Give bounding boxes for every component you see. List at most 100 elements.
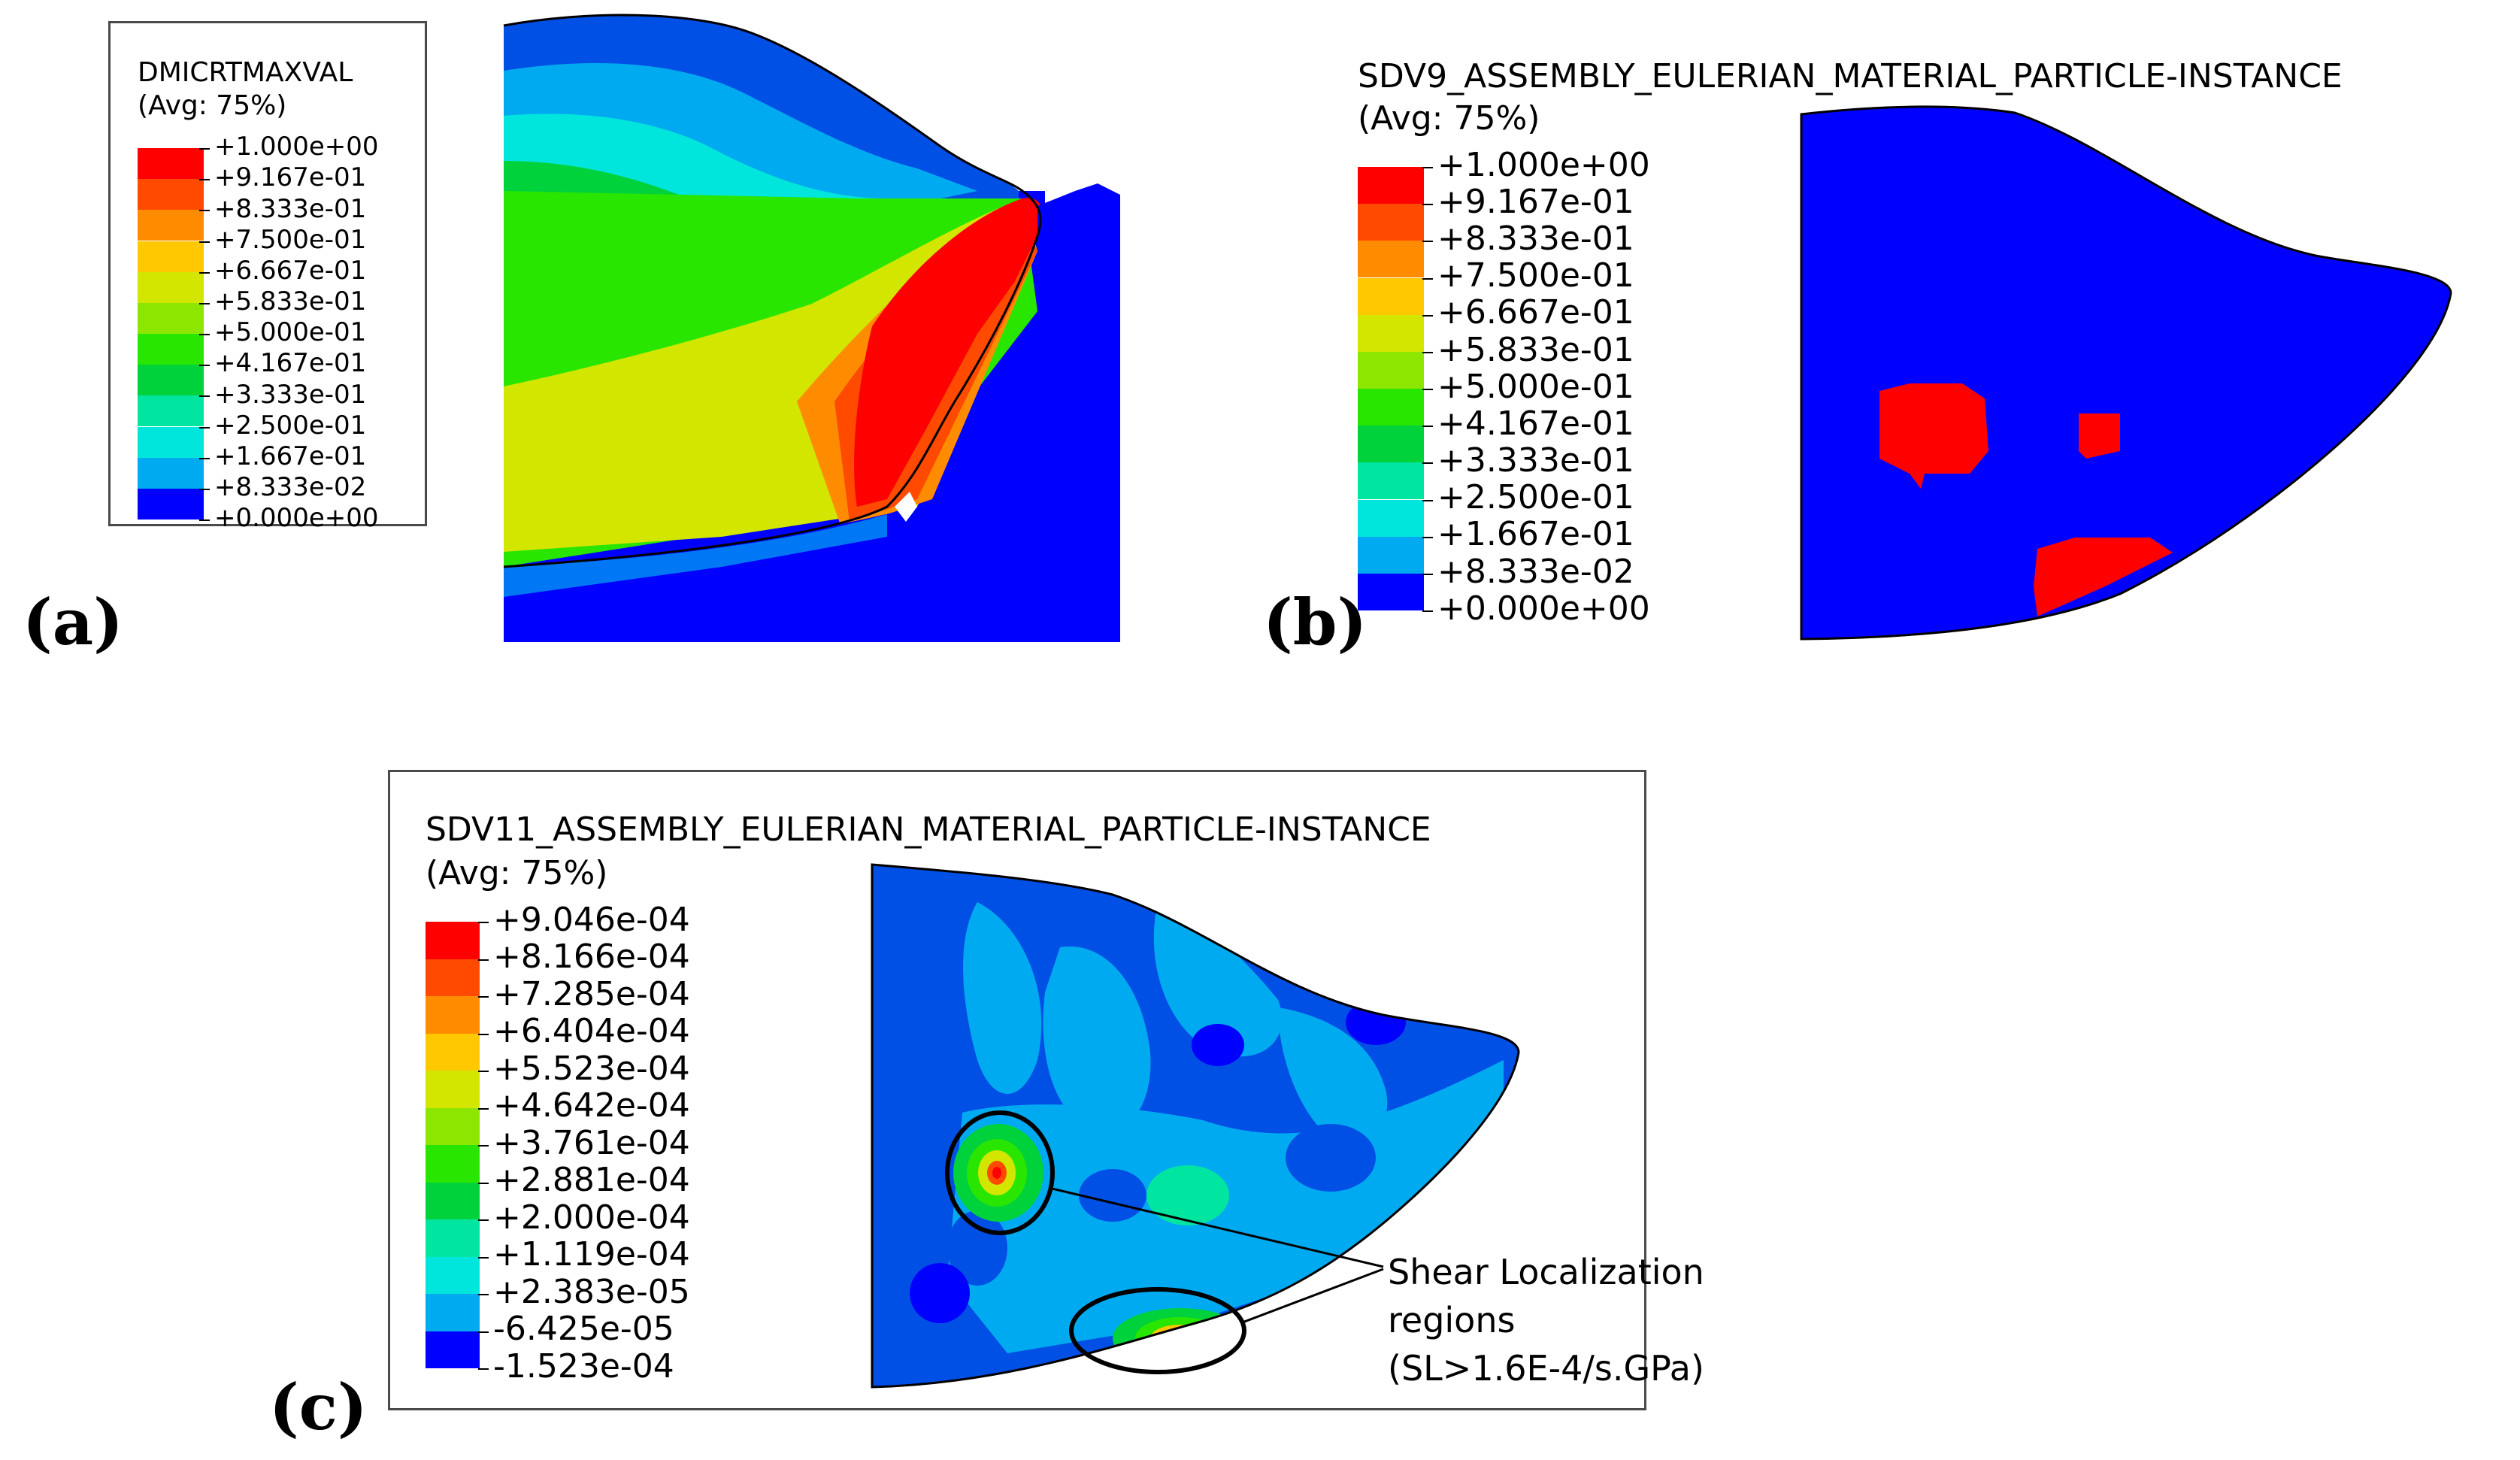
colorbar-tick-mark (478, 1294, 489, 1295)
colorbar-tick-mark (199, 457, 210, 459)
colorbar-swatch (426, 1256, 480, 1294)
contour-plot-b (1800, 105, 2452, 641)
colorbar-swatch (1358, 277, 1424, 315)
panel-label-a: (a) (23, 585, 123, 659)
colorbar-tick-mark (199, 395, 210, 398)
colorbar-tick-label: +2.383e-05 (493, 1272, 690, 1311)
colorbar-swatch (1358, 241, 1424, 278)
colorbar-tick-label: +4.167e-01 (1437, 404, 1634, 443)
colorbar-tick-mark (478, 1107, 489, 1110)
colorbar-tick-mark (1422, 314, 1433, 317)
colorbar-tick-mark (1422, 389, 1433, 390)
colorbar-tick-label: +7.500e-01 (1437, 256, 1634, 295)
colorbar-tick-mark (1422, 167, 1433, 168)
legend-subtitle-a: (Avg: 75%) (138, 90, 287, 121)
colorbar-tick-mark (1422, 204, 1433, 206)
colorbar-tick-label: +2.000e-04 (493, 1198, 690, 1237)
colorbar-tick-label: +4.167e-01 (214, 348, 367, 379)
colorbar-tick-mark (199, 271, 210, 274)
legend-subtitle-c: (Avg: 75%) (426, 854, 608, 892)
colorbar-tick-label: +5.833e-01 (1437, 330, 1634, 369)
colorbar-tick-label: +5.833e-01 (214, 286, 367, 317)
colorbar-a (138, 148, 204, 519)
colorbar-tick-mark (478, 1256, 489, 1259)
colorbar-swatch (138, 426, 204, 458)
colorbar-tick-mark (1422, 351, 1433, 353)
colorbar-tick-mark (199, 365, 210, 367)
colorbar-tick-mark (478, 1145, 489, 1146)
colorbar-swatch (138, 271, 204, 303)
colorbar-swatch (1358, 573, 1424, 610)
annotation-line-3: (SL>1.6E-4/s.GPa) (1388, 1348, 1704, 1389)
colorbar-swatch (426, 1145, 480, 1183)
colorbar-tick-mark (1422, 499, 1433, 501)
colorbar-swatch (138, 365, 204, 396)
colorbar-tick-mark (199, 148, 210, 150)
colorbar-swatch (1358, 314, 1424, 352)
colorbar-tick-label: +5.000e-01 (214, 317, 367, 348)
colorbar-tick-mark (1422, 573, 1433, 575)
colorbar-tick-label: +8.333e-02 (1437, 552, 1634, 591)
colorbar-swatch (426, 1219, 480, 1257)
colorbar-tick-label: +8.333e-01 (214, 193, 367, 224)
legend-subtitle-b: (Avg: 75%) (1358, 99, 1540, 138)
colorbar-tick-label: +4.642e-04 (493, 1086, 690, 1125)
colorbar-tick-mark (478, 1033, 489, 1035)
colorbar-swatch (426, 922, 480, 959)
colorbar-tick-label: +1.000e+00 (214, 132, 379, 162)
colorbar-tick-mark (199, 210, 210, 212)
colorbar-tick-mark (478, 1331, 489, 1333)
colorbar-tick-mark (478, 959, 489, 961)
colorbar-tick-mark (1422, 536, 1433, 538)
legend-title-a: DMICRTMAXVAL (138, 57, 353, 88)
colorbar-tick-mark (199, 241, 210, 243)
panel-label-b: (b) (1263, 585, 1368, 659)
colorbar-tick-label: -6.425e-05 (493, 1310, 674, 1349)
colorbar-tick-label: +2.500e-01 (214, 410, 367, 441)
colorbar-tick-mark (1422, 610, 1433, 612)
colorbar-swatch (1358, 204, 1424, 241)
colorbar-tick-label: +2.500e-01 (1437, 478, 1634, 517)
contour-plot-a (503, 14, 1120, 642)
colorbar-swatch (426, 959, 480, 996)
colorbar-tick-label: +6.404e-04 (493, 1012, 690, 1051)
colorbar-swatch (138, 488, 204, 519)
colorbar-tick-mark (478, 1368, 489, 1370)
colorbar-tick-label: +9.167e-01 (1437, 182, 1634, 221)
colorbar-swatch (426, 1071, 480, 1108)
colorbar-tick-label: +1.119e-04 (493, 1235, 690, 1274)
colorbar-tick-label: +8.166e-04 (493, 937, 690, 977)
colorbar-tick-mark (1422, 462, 1433, 465)
colorbar-tick-mark (199, 488, 210, 490)
colorbar-swatch (426, 1182, 480, 1219)
colorbar-tick-label: +6.667e-01 (214, 255, 367, 286)
shear-region-marker-1 (945, 1110, 1055, 1235)
colorbar-tick-mark (199, 179, 210, 181)
colorbar-swatch (138, 334, 204, 365)
colorbar-tick-label: +3.333e-01 (214, 379, 367, 410)
colorbar-swatch (426, 996, 480, 1034)
colorbar-tick-mark (478, 1182, 489, 1184)
colorbar-swatch (1358, 351, 1424, 389)
colorbar-tick-mark (1422, 241, 1433, 243)
legend-box-a: DMICRTMAXVAL (Avg: 75%) +1.000e+00 +9.167… (108, 21, 427, 531)
colorbar-swatch (138, 241, 204, 272)
colorbar-swatch (138, 395, 204, 427)
colorbar-swatch (138, 457, 204, 489)
colorbar-tick-label: +5.523e-04 (493, 1049, 690, 1088)
colorbar-ticks-b: +1.000e+00 +9.167e-01 +8.333e-01 +7.500e-01… (1422, 148, 1702, 625)
colorbar-swatch (138, 148, 204, 180)
colorbar-tick-mark (1422, 426, 1433, 428)
colorbar-swatch (1358, 167, 1424, 204)
colorbar-tick-mark (199, 519, 210, 521)
annotation-line-1: Shear Localization (1388, 1252, 1704, 1292)
panel-label-c: (c) (269, 1370, 368, 1444)
colorbar-tick-label: +1.667e-01 (214, 441, 367, 471)
colorbar-swatch (1358, 426, 1424, 463)
colorbar-tick-label: +5.000e-01 (1437, 367, 1634, 406)
colorbar-swatch (138, 210, 204, 241)
colorbar-tick-label: +9.167e-01 (214, 162, 367, 193)
colorbar-tick-mark (199, 334, 210, 335)
colorbar-tick-mark (1422, 277, 1433, 280)
colorbar-tick-mark (478, 922, 489, 923)
